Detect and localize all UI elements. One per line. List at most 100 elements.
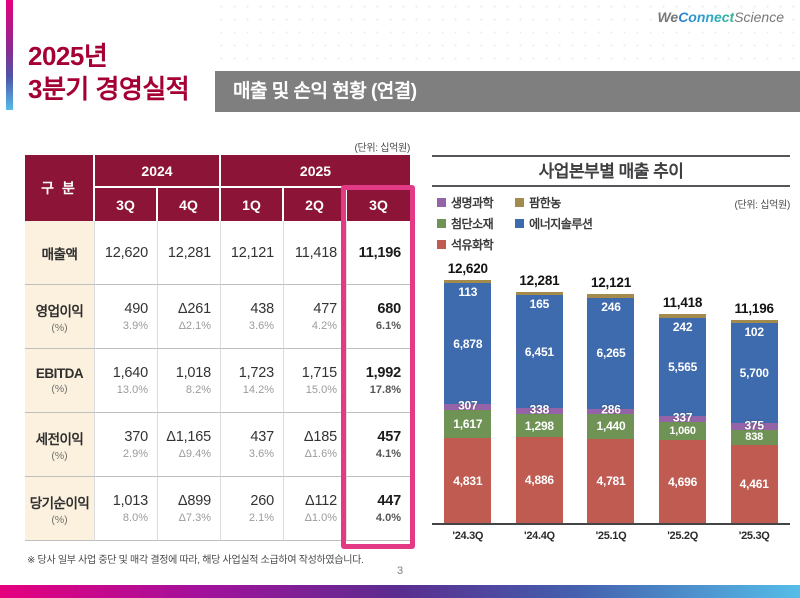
bar-segment-석유화학: 4,696 <box>659 440 707 523</box>
bar-segment-에너지솔루션: 5,700 <box>730 322 778 424</box>
bar-column: 11,196 4,461 838 375 5,700 102 <box>718 243 790 523</box>
row-label-text: 매출액 <box>41 246 78 262</box>
segment-value-label: 1,298 <box>524 418 554 433</box>
cell-value: 1,640 <box>112 365 148 381</box>
cell-value: 438 <box>250 301 274 317</box>
bar-total-label: 11,418 <box>662 294 703 310</box>
financial-table: 구 분 2024 2025 3Q 4Q 1Q 2Q 3Q 매출액 12,620 12… <box>25 155 410 541</box>
row-label: EBITDA (%) <box>25 349 95 413</box>
table-unit-label: (단위: 십억원) <box>354 143 410 154</box>
cell-subvalue: Δ1.0% <box>304 512 337 524</box>
cell-subvalue: 4.0% <box>375 512 401 524</box>
bar-segment-생명과학: 307 <box>444 398 492 412</box>
cell-value: 11,196 <box>358 244 402 261</box>
segment-value-label: 246 <box>601 300 621 315</box>
segment-value-label: 1,440 <box>596 419 626 434</box>
bar-stack: 4,781 1,440 286 6,265 246 <box>587 294 635 523</box>
table-year-2025-header: 2025 <box>221 155 410 188</box>
company-logo: WeConnectScience <box>657 9 784 25</box>
page-number: 3 <box>396 565 404 577</box>
revenue-by-division-chart: 사업본부별 매출 추이 생명과학 첨단소재 석유화학 팜한농 에너지솔루션 12,620… <box>432 155 790 542</box>
cell-subvalue: 8.2% <box>185 384 211 396</box>
row-label: 세전이익 (%) <box>25 413 95 477</box>
table-cell: 260 2.1% <box>221 477 284 541</box>
segment-value-label: 338 <box>529 402 550 417</box>
table-cell: 1,018 8.2% <box>158 349 221 413</box>
segment-value-label: 838 <box>745 431 764 444</box>
cell-subvalue: 15.0% <box>305 384 337 396</box>
bar-total-label: 12,281 <box>519 272 560 288</box>
page-title-line1: 2025년 <box>28 41 108 71</box>
segment-value-label: 307 <box>458 398 478 413</box>
accent-gradient-bar <box>6 0 13 110</box>
segment-value-label: 4,886 <box>524 473 554 487</box>
cell-value: 477 <box>313 301 337 317</box>
table-body: 매출액 12,620 12,281 12,121 11,418 11,196 영업이익 (%)… <box>25 221 410 541</box>
table-cell: 12,121 <box>221 221 284 285</box>
table-cell: 1,992 17.8% <box>347 349 410 413</box>
table-cell: 11,196 <box>347 221 410 285</box>
cell-subvalue: 2.1% <box>248 512 274 524</box>
bar-segment-석유화학: 4,461 <box>730 444 778 523</box>
table-cell: 438 3.6% <box>221 285 284 349</box>
legend-item: 생명과학 <box>437 194 494 211</box>
bar-total-label: 12,620 <box>447 261 488 277</box>
footnote: ※ 당사 일부 사업 중단 및 매각 결정에 따라, 해당 사업실적 소급하여 … <box>27 555 364 566</box>
bar-segment-석유화학: 4,831 <box>444 438 492 523</box>
cell-subvalue: 3.6% <box>248 448 274 460</box>
logo-we: We <box>657 9 679 25</box>
table-cell: 11,418 <box>284 221 347 285</box>
chart-x-axis-labels: '24.3Q '24.4Q '25.1Q '25.2Q '25.3Q <box>432 530 790 542</box>
legend-label: 생명과학 <box>451 196 494 210</box>
legend-item: 에너지솔루션 <box>515 215 593 232</box>
chart-plot-area: 12,620 4,831 1,617 307 6,878 113 12,281 4,886 1,… <box>432 243 790 542</box>
table-row: 매출액 12,620 12,281 12,121 11,418 11,196 <box>25 221 410 285</box>
logo-science: Science <box>734 9 784 25</box>
x-axis-label: '25.3Q <box>738 530 770 542</box>
segment-value-label: 5,565 <box>668 359 698 374</box>
cell-value: 1,715 <box>301 365 337 381</box>
table-cell: 1,715 15.0% <box>284 349 347 413</box>
cell-value: 447 <box>377 493 401 509</box>
bar-segment-팜한농: 242 <box>659 313 707 334</box>
table-year-2024-header: 2024 <box>95 155 221 188</box>
cell-value: 490 <box>124 301 148 317</box>
cell-value: 12,620 <box>104 244 148 261</box>
legend-swatch <box>515 198 525 207</box>
cell-value: 1,992 <box>365 365 401 381</box>
legend-label: 팜한농 <box>529 196 561 210</box>
table-cell: Δ1,165 Δ9.4% <box>158 413 221 477</box>
table-cell: 1,723 14.2% <box>221 349 284 413</box>
bar-segment-팜한농: 113 <box>444 280 492 299</box>
cell-value: 12,281 <box>167 244 211 261</box>
bar-segment-에너지솔루션: 6,265 <box>587 298 635 409</box>
table-cell: 12,281 <box>158 221 221 285</box>
table-cell: 1,013 8.0% <box>95 477 158 541</box>
bar-stack: 4,886 1,298 338 6,451 165 <box>515 291 563 523</box>
cell-value: 12,121 <box>230 244 274 261</box>
cell-subvalue: 13.0% <box>116 384 148 396</box>
cell-subvalue: 2.9% <box>122 448 148 460</box>
logo-connect: Connect <box>678 9 735 25</box>
cell-value: Δ185 <box>303 429 337 445</box>
cell-subvalue: Δ2.1% <box>178 320 211 332</box>
row-label: 당기순이익 (%) <box>25 477 95 541</box>
segment-value-label: 242 <box>672 319 693 334</box>
table-quarter-header: 4Q <box>158 188 221 221</box>
segment-value-label: 1,060 <box>669 425 696 438</box>
bar-stack: 4,696 1,060 337 5,565 242 <box>659 313 707 523</box>
cell-value: 370 <box>124 429 148 445</box>
cell-value: 260 <box>250 493 274 509</box>
cell-subvalue: 4.2% <box>311 320 337 332</box>
row-label: 영업이익 (%) <box>25 285 95 349</box>
segment-value-label: 4,461 <box>739 476 769 491</box>
table-cell: 370 2.9% <box>95 413 158 477</box>
bar-segment-생명과학: 286 <box>587 402 635 416</box>
bar-segment-에너지솔루션: 5,565 <box>659 317 707 416</box>
bar-segment-팜한농: 165 <box>515 291 563 311</box>
segment-value-label: 165 <box>529 296 550 311</box>
segment-value-label: 102 <box>744 324 764 339</box>
bar-segment-팜한농: 102 <box>730 319 778 339</box>
